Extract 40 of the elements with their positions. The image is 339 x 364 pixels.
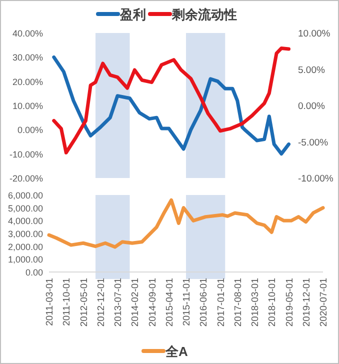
y-tick-label: 0.00% — [17, 125, 43, 136]
y-tick-label: 30.00% — [12, 52, 43, 63]
x-tick-label: 2017-01-01 — [216, 278, 227, 327]
x-tick-label: 2018-03-01 — [250, 278, 261, 327]
y-tick-label: 0.00 — [25, 268, 43, 278]
x-tick-label: 2015-11-01 — [182, 278, 192, 326]
y-tick-label: 5,000.00 — [8, 203, 43, 214]
y2-tick-label: -5.00% — [298, 137, 329, 148]
y-tick-label: 2,000.00 — [8, 242, 43, 252]
x-tick-label: 2016-06-01 — [198, 278, 210, 327]
y2-tick-label: 0.00% — [298, 101, 326, 112]
legend-label: 盈利 — [119, 7, 146, 22]
x-tick-label: 2013-07-01 — [113, 278, 124, 327]
y-tick-label: 10.00% — [12, 101, 43, 111]
y2-tick-label: -10.00% — [298, 174, 334, 184]
legend-label: 剩余流动性 — [171, 7, 237, 22]
y-tick-label: 3,000.00 — [8, 229, 43, 239]
x-tick-label: 2019-05-01 — [284, 278, 296, 327]
x-tick-label: 2014-09-01 — [147, 278, 158, 327]
line-series — [47, 198, 325, 249]
y2-tick-label: 10.00% — [298, 28, 331, 40]
y-tick-label: -20.00% — [9, 174, 43, 184]
x-tick-label: 2015-04-01 — [164, 278, 176, 327]
x-tick-label: 2012-05-01 — [78, 278, 90, 327]
x-tick-label: 2017-08-01 — [232, 278, 244, 327]
y-tick-label: 1,000.00 — [8, 254, 43, 265]
legend-label: 全A — [164, 344, 188, 359]
x-tick-label: 2020-07-01 — [318, 278, 330, 327]
y2-tick-label: 5.00% — [298, 64, 326, 76]
x-tick-label: 2011-10-01 — [62, 278, 73, 326]
x-tick-label: 2012-12-01 — [96, 278, 107, 327]
x-tick-label: 2019-12-01 — [301, 278, 312, 327]
y-tick-label: 40.00% — [12, 28, 43, 38]
x-tick-label: 2011-03-01 — [44, 278, 56, 326]
y-tick-label: -10.00% — [9, 149, 43, 160]
y-tick-label: 20.00% — [12, 76, 43, 87]
x-tick-label: 2014-02-01 — [130, 278, 142, 327]
y-tick-label: 4,000.00 — [8, 216, 43, 226]
x-tick-label: 2018-10-01 — [267, 278, 278, 327]
y-tick-label: 6,000.00 — [8, 190, 43, 200]
